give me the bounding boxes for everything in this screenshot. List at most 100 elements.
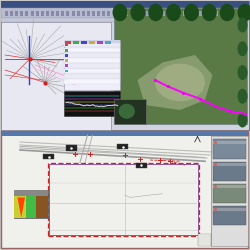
Bar (212, 208, 246, 210)
Bar (136, 162, 147, 168)
Bar (1, 1, 249, 7)
Ellipse shape (238, 41, 248, 56)
Bar (66, 12, 70, 16)
Bar (14, 190, 26, 218)
Ellipse shape (238, 112, 248, 128)
Bar (183, 12, 186, 16)
Bar (1, 22, 111, 130)
Bar (220, 12, 223, 16)
Bar (146, 12, 149, 16)
Bar (64, 40, 120, 90)
Bar (212, 163, 246, 166)
Bar (77, 12, 80, 16)
Bar (61, 12, 64, 16)
Bar (30, 12, 34, 16)
Bar (125, 12, 128, 16)
Bar (1, 131, 248, 248)
Bar (72, 12, 74, 16)
Bar (167, 12, 170, 16)
Bar (64, 70, 68, 72)
Ellipse shape (202, 4, 217, 21)
Bar (26, 190, 36, 218)
Bar (1, 1, 249, 130)
Bar (64, 79, 120, 84)
Bar (64, 58, 120, 63)
Bar (152, 12, 154, 16)
Bar (10, 12, 13, 16)
Bar (108, 12, 110, 16)
Ellipse shape (148, 4, 163, 21)
Bar (64, 69, 120, 73)
Bar (130, 12, 134, 16)
Bar (5, 12, 8, 16)
Bar (194, 12, 197, 16)
Bar (173, 12, 176, 16)
Bar (82, 12, 85, 16)
Bar (114, 99, 146, 124)
Bar (64, 48, 120, 52)
Bar (114, 8, 247, 124)
Bar (64, 59, 68, 62)
Bar (212, 185, 246, 188)
Bar (105, 41, 111, 44)
Bar (120, 12, 123, 16)
Bar (157, 12, 160, 16)
Bar (64, 44, 68, 46)
Ellipse shape (220, 4, 235, 21)
Bar (43, 154, 54, 159)
Bar (20, 12, 23, 16)
Bar (102, 12, 105, 16)
Bar (136, 12, 139, 16)
Ellipse shape (238, 89, 248, 104)
Bar (198, 234, 211, 246)
Bar (215, 12, 218, 16)
Bar (89, 41, 95, 44)
Bar (51, 12, 54, 16)
Bar (92, 12, 95, 16)
Polygon shape (138, 55, 212, 110)
Ellipse shape (166, 4, 181, 21)
Bar (64, 74, 120, 78)
Ellipse shape (238, 18, 248, 32)
Bar (141, 12, 144, 16)
Bar (64, 64, 120, 68)
Bar (199, 12, 202, 16)
Bar (212, 139, 246, 158)
Bar (64, 53, 120, 58)
Bar (26, 12, 29, 16)
Bar (64, 64, 68, 67)
Bar (211, 136, 248, 246)
Ellipse shape (155, 64, 205, 101)
Bar (73, 41, 79, 44)
Bar (97, 41, 103, 44)
Ellipse shape (184, 4, 199, 21)
Bar (48, 162, 199, 236)
Ellipse shape (119, 104, 135, 119)
Bar (178, 12, 181, 16)
Bar (64, 42, 120, 47)
Bar (49, 164, 198, 235)
Bar (212, 184, 246, 203)
Ellipse shape (130, 4, 145, 21)
Bar (212, 206, 246, 225)
Ellipse shape (238, 65, 248, 80)
Bar (15, 12, 18, 16)
Ellipse shape (112, 4, 128, 21)
Polygon shape (18, 198, 25, 218)
Bar (212, 162, 246, 181)
Bar (64, 91, 120, 116)
Bar (64, 40, 120, 44)
Bar (14, 190, 48, 218)
Bar (64, 49, 68, 51)
Bar (56, 12, 59, 16)
Bar (64, 54, 68, 57)
Bar (1, 18, 249, 22)
Bar (65, 41, 71, 44)
Bar (36, 190, 48, 218)
Bar (66, 145, 77, 150)
Ellipse shape (238, 4, 250, 21)
Bar (36, 12, 39, 16)
Bar (1, 131, 248, 136)
Bar (46, 12, 49, 16)
Bar (188, 12, 192, 16)
